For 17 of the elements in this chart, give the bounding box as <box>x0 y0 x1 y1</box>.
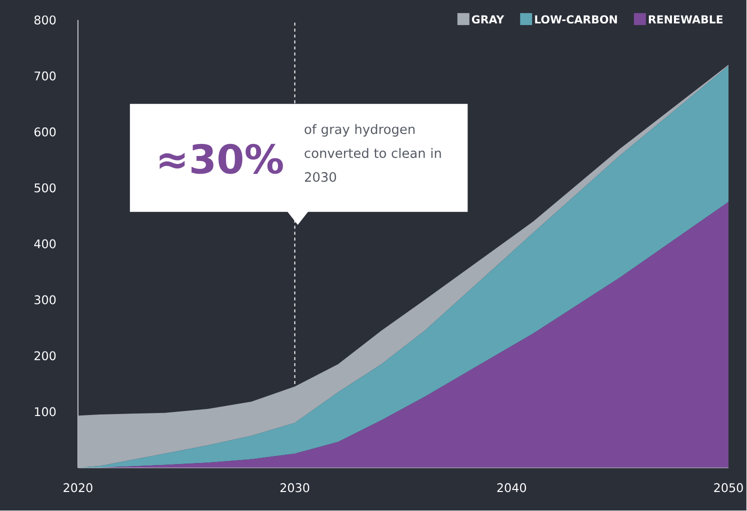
legend-label: GRAY <box>472 15 504 24</box>
x-tick-label: 2020 <box>64 483 92 492</box>
x-tick-label: 2040 <box>497 483 526 492</box>
y-tick-label: 300 <box>34 295 56 304</box>
y-tick-label: 400 <box>34 239 56 249</box>
annotation: ≈30% <box>160 144 283 174</box>
x-tick-label: 2050 <box>714 483 743 492</box>
y-tick-label: 500 <box>34 184 56 193</box>
x-tick-label: 2030 <box>280 483 310 492</box>
y-tick-label: 200 <box>34 351 56 360</box>
y-tick-label: 100 <box>34 407 56 416</box>
legend-label: RENEWABLE <box>648 16 723 24</box>
y-tick-label: 600 <box>34 128 56 137</box>
y-tick-label: 700 <box>34 72 56 81</box>
legend-label: LOW-CARBON <box>535 15 617 24</box>
y-tick-label: 800 <box>34 16 56 25</box>
annotation: of gray hydrogen converted to clean in 2030 <box>304 124 441 182</box>
